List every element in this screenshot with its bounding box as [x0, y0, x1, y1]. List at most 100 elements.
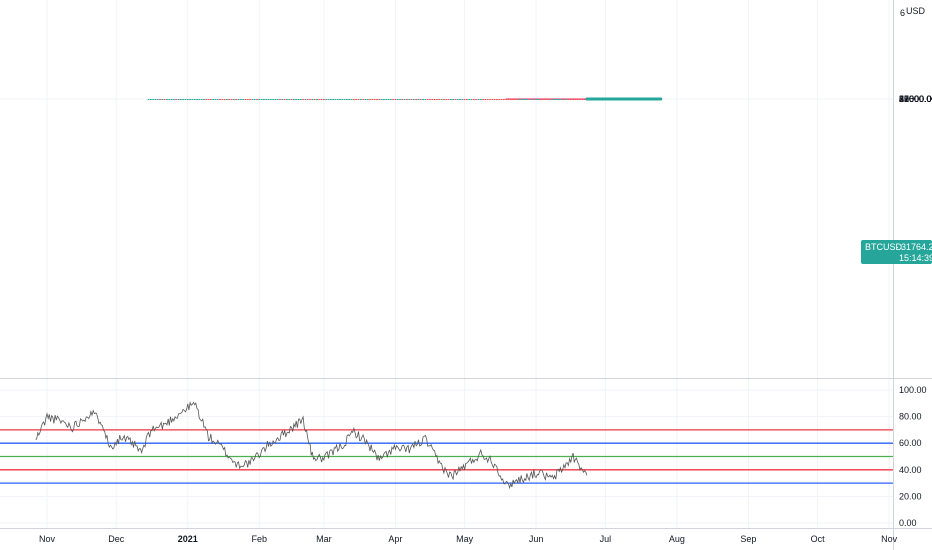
candle-body — [265, 99, 268, 101]
candle-body — [461, 98, 464, 100]
candle-body — [253, 99, 256, 101]
candle-body — [246, 99, 249, 101]
time-tick-label: Nov — [39, 534, 56, 544]
price-axis-top-partial-label: 6 — [900, 8, 905, 18]
candle-body — [251, 99, 254, 101]
candle-body — [318, 99, 321, 101]
candle-body — [514, 99, 517, 101]
candle-body — [235, 99, 238, 101]
grid-layer — [0, 0, 893, 528]
rsi-tick-label: 60.00 — [899, 438, 922, 448]
candle-body — [313, 99, 316, 101]
candle-body — [468, 98, 471, 100]
candle-body — [498, 99, 501, 101]
candle-body — [516, 99, 519, 101]
candle-body — [147, 99, 150, 101]
candle-body — [424, 98, 427, 100]
candle-body — [419, 98, 422, 100]
candle-body — [440, 98, 443, 100]
candle-body — [539, 99, 542, 101]
candle-body — [526, 99, 528, 101]
candle-body — [233, 99, 235, 101]
candle-body — [382, 98, 385, 100]
candle-body — [350, 98, 353, 100]
candle-body — [417, 98, 420, 100]
candle-body — [459, 98, 461, 100]
candle-body — [394, 98, 397, 100]
candle-body — [200, 99, 203, 101]
candle-body — [196, 99, 198, 101]
candle-body — [454, 98, 457, 100]
candle-body — [283, 99, 286, 101]
candle-body — [403, 98, 406, 100]
candle-body — [491, 99, 494, 101]
currency-label: USD — [906, 6, 926, 16]
last-price-countdown: 15:14:39 — [899, 253, 932, 263]
candle-body — [442, 98, 445, 100]
candle-body — [472, 98, 475, 100]
candle-body — [191, 99, 194, 101]
candle-body — [267, 99, 270, 101]
candle-body — [373, 98, 376, 100]
candle-body — [355, 98, 358, 100]
candle-body — [447, 99, 450, 101]
candle-body — [572, 99, 574, 101]
time-tick-label: Apr — [388, 534, 402, 544]
candle-body — [223, 99, 226, 101]
candle-body — [207, 99, 210, 101]
candle-body — [449, 99, 452, 101]
candle-body — [412, 98, 415, 100]
candle-body — [581, 99, 584, 101]
candle-body — [583, 99, 586, 101]
candle-body — [507, 99, 510, 101]
candle-body — [258, 99, 261, 101]
candle-body — [322, 99, 325, 101]
price-tick-label: 21600.00 — [899, 94, 932, 104]
rsi-tick-label: 80.00 — [899, 412, 922, 422]
candle-body — [535, 99, 538, 101]
candle-body — [348, 98, 351, 100]
candle-body — [339, 98, 341, 100]
candle-body — [496, 99, 498, 101]
candle-body — [438, 98, 441, 100]
candle-body — [463, 98, 466, 100]
candle-body — [327, 99, 330, 101]
candle-body — [359, 98, 362, 100]
candle-body — [537, 99, 540, 101]
candle-body — [574, 99, 577, 101]
candle-body — [311, 99, 314, 101]
candle-body — [431, 98, 434, 100]
candle-body — [320, 99, 323, 101]
candle-body — [159, 99, 161, 101]
candle-body — [209, 99, 212, 101]
candle-body — [553, 99, 556, 101]
candle-body — [269, 99, 272, 101]
candle-body — [519, 99, 521, 101]
candle-body — [521, 99, 524, 101]
candle-body — [544, 99, 547, 101]
price-tick-label: 35000.00 — [899, 94, 932, 104]
candle-body — [556, 99, 558, 101]
candle-body — [549, 99, 551, 101]
last-price-badge-bg — [861, 240, 932, 264]
candle-body — [493, 99, 496, 101]
candle-body — [177, 99, 180, 101]
price-tick-label: 39000.00 — [899, 94, 932, 104]
time-tick-label: May — [456, 534, 474, 544]
price-tick-label: 26000.00 — [899, 94, 932, 104]
candle-body — [500, 99, 503, 101]
time-tick-label: Aug — [669, 534, 685, 544]
candle-body — [551, 99, 554, 101]
last-price-badge[interactable]: BTCUSD · 31764.28 15:14:39 — [861, 240, 932, 264]
candle-body — [212, 99, 215, 101]
candle-body — [166, 99, 168, 101]
candle-body — [325, 99, 328, 101]
candle-body — [228, 99, 231, 101]
candle-body — [316, 99, 318, 101]
candle-body — [433, 98, 436, 100]
candle-body — [475, 98, 478, 100]
candle-body — [530, 99, 533, 101]
time-tick-label: Oct — [811, 534, 826, 544]
candle-body — [302, 98, 305, 100]
rsi-tick-label: 40.00 — [899, 465, 922, 475]
